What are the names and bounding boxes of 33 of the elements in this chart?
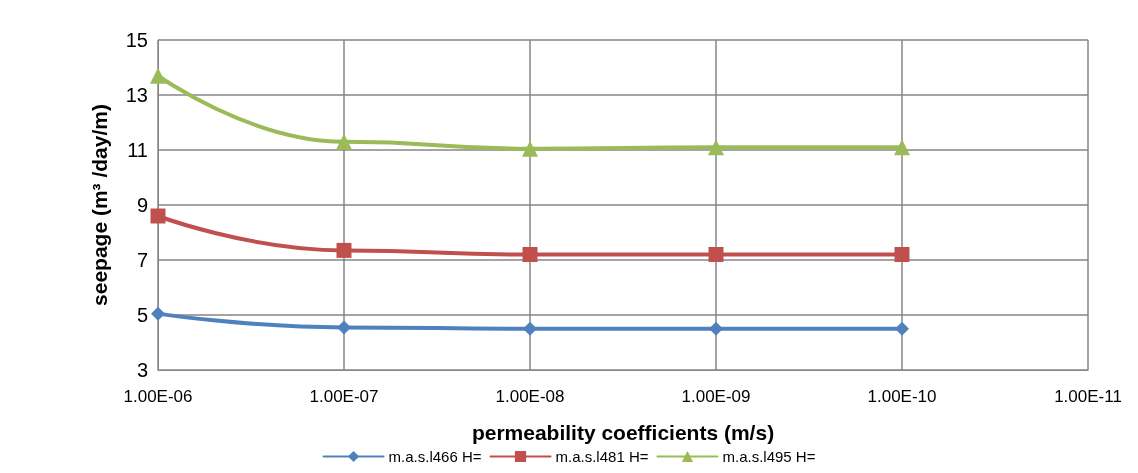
y-tick-label: 3 [136, 359, 148, 381]
y-axis-title: seepage (m³ /day/m) [88, 104, 111, 306]
y-tick-label: 7 [136, 249, 148, 271]
x-tick-label: 1.00E-07 [309, 387, 379, 406]
point [709, 321, 723, 336]
x-tick-label: 1.00E-06 [123, 387, 193, 406]
legend-label: m.a.s.l495 H= [722, 448, 816, 465]
point [894, 139, 910, 156]
y-tick-label: 5 [136, 304, 148, 326]
x-tick-label: 1.00E-09 [681, 387, 751, 406]
x-tick-label: 1.00E-08 [495, 387, 565, 406]
point [708, 139, 724, 156]
point [523, 321, 537, 336]
point [150, 208, 166, 224]
y-tick-label: 11 [127, 139, 148, 161]
x-tick-label: 1.00E-11 [1054, 387, 1122, 406]
point [895, 321, 909, 336]
y-tick-label: 9 [136, 194, 148, 216]
y-tick-label: 15 [125, 29, 148, 51]
point [336, 133, 352, 150]
y-tick-label: 13 [125, 84, 148, 106]
x-tick-label: 1.00E-10 [867, 387, 937, 406]
legend-label: m.a.s.l466 H= [388, 448, 482, 465]
point [522, 140, 538, 157]
point [708, 247, 724, 262]
point [151, 306, 165, 321]
point [522, 247, 538, 262]
point [894, 247, 910, 262]
legend-label: m.a.s.l481 H= [555, 448, 649, 465]
point [337, 320, 351, 335]
point [150, 67, 166, 84]
point [336, 242, 352, 258]
x-axis-title: permeability coefficients (m/s) [471, 421, 775, 444]
